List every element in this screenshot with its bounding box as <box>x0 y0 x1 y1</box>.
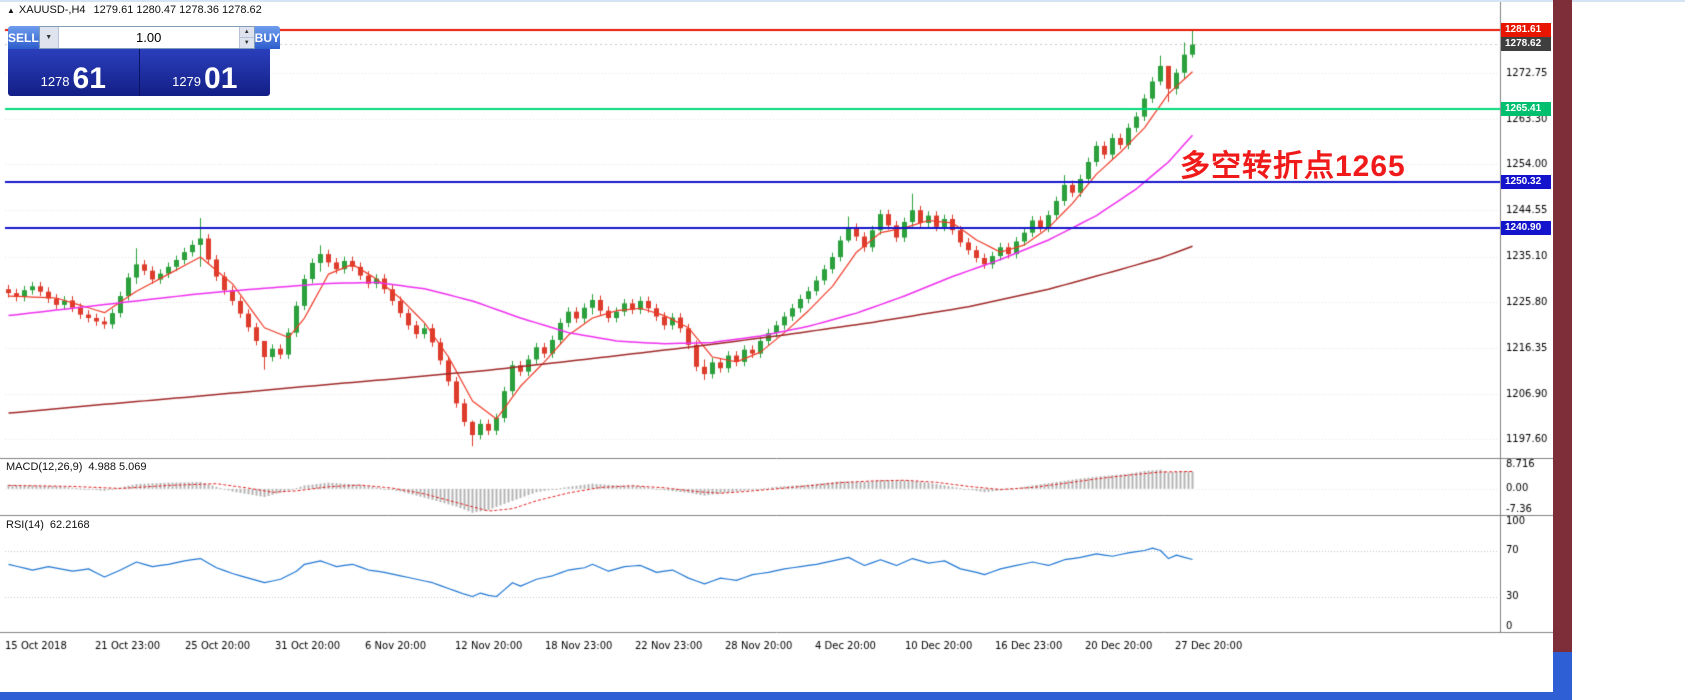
sell-price-pips: 61 <box>72 61 106 95</box>
symbol-timeframe: XAUUSD-,H4 <box>18 4 86 16</box>
price-tag: 1250.32 <box>1501 175 1551 190</box>
volume-dropdown-icon[interactable]: ▼ <box>39 27 59 48</box>
window-bottom-frame <box>0 692 1553 700</box>
ohlc-values: 1279.61 1280.47 1278.36 1278.62 <box>93 4 262 16</box>
macd-values: 4.988 5.069 <box>88 461 147 473</box>
volume-input[interactable] <box>58 27 239 48</box>
scrollbar-bottom-block <box>1553 652 1572 700</box>
sell-price-button[interactable]: 1278 61 <box>8 49 140 96</box>
price-chart-canvas[interactable] <box>0 0 1553 660</box>
macd-label: MACD(12,26,9) 4.988 5.069 <box>6 461 147 473</box>
right-scrollbar[interactable] <box>1553 0 1572 652</box>
volume-spinner: ▲ ▼ <box>238 27 254 48</box>
chart-title: ▲ XAUUSD-,H4 1279.61 1280.47 1278.36 1278.… <box>7 4 262 16</box>
buy-button[interactable]: BUY <box>254 26 281 49</box>
macd-name: MACD(12,26,9) <box>6 461 83 473</box>
window-top-edge <box>0 0 1685 2</box>
buy-price-pips: 01 <box>204 61 238 95</box>
buy-price-button[interactable]: 1279 01 <box>140 49 271 96</box>
sell-price-main: 1278 <box>40 74 70 89</box>
rsi-name: RSI(14) <box>6 519 44 531</box>
price-tag: 1281.61 <box>1501 22 1551 37</box>
rsi-label: RSI(14) 62.2168 <box>6 519 90 531</box>
collapse-icon[interactable]: ▲ <box>7 6 15 15</box>
sell-button[interactable]: SELL <box>8 26 39 49</box>
price-tag: 1265.41 <box>1501 101 1551 116</box>
volume-control: ▼ ▲ ▼ <box>38 26 255 49</box>
price-tag: 1240.90 <box>1501 221 1551 236</box>
buy-price-main: 1279 <box>172 74 202 89</box>
spinner-up-icon[interactable]: ▲ <box>238 27 254 38</box>
spinner-down-icon[interactable]: ▼ <box>238 38 254 48</box>
chart-text-annotation: 多空转折点1265 <box>1180 150 1406 183</box>
price-tag: 1278.62 <box>1501 37 1551 52</box>
rsi-value: 62.2168 <box>49 519 90 531</box>
one-click-trading-panel: SELL ▼ ▲ ▼ BUY 1278 61 1279 01 <box>8 26 281 96</box>
